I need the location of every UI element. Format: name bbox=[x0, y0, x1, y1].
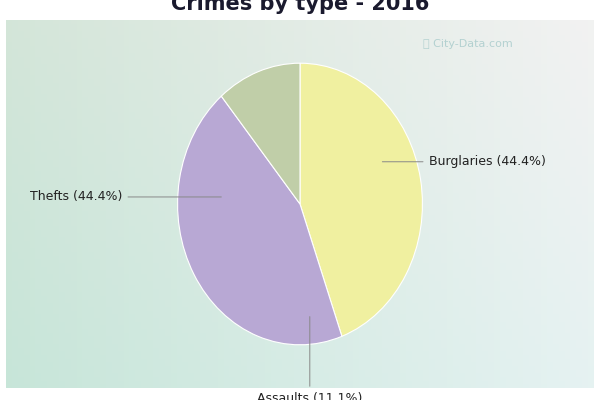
Wedge shape bbox=[178, 96, 342, 345]
Text: Thefts (44.4%): Thefts (44.4%) bbox=[30, 190, 221, 204]
Text: ⓘ City-Data.com: ⓘ City-Data.com bbox=[423, 39, 513, 49]
Text: Assaults (11.1%): Assaults (11.1%) bbox=[257, 317, 362, 400]
Wedge shape bbox=[300, 63, 422, 336]
Title: Crimes by type - 2016: Crimes by type - 2016 bbox=[171, 0, 429, 14]
Wedge shape bbox=[221, 63, 300, 204]
Text: Burglaries (44.4%): Burglaries (44.4%) bbox=[382, 155, 545, 168]
